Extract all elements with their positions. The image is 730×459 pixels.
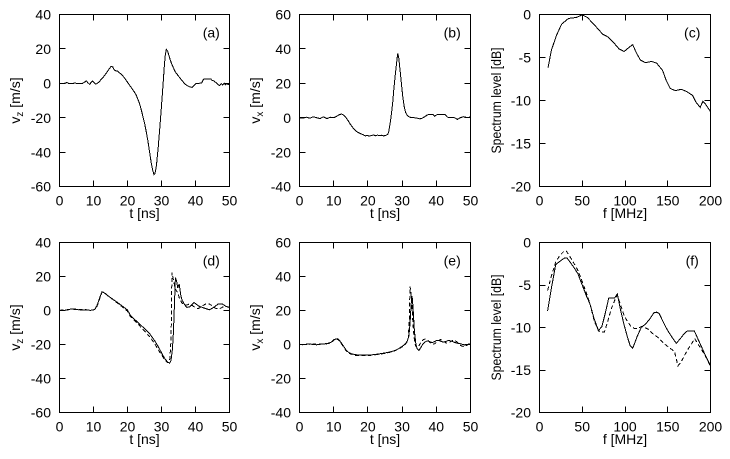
svg-text:(b): (b) — [444, 25, 461, 41]
svg-text:-40: -40 — [271, 405, 291, 421]
svg-text:0: 0 — [43, 303, 51, 319]
svg-text:50: 50 — [222, 193, 238, 209]
svg-text:-60: -60 — [31, 179, 51, 195]
svg-text:50: 50 — [574, 419, 590, 435]
svg-text:-10: -10 — [511, 320, 531, 336]
svg-text:t [ns]: t [ns] — [370, 431, 400, 447]
svg-text:40: 40 — [275, 41, 291, 57]
svg-text:60: 60 — [275, 7, 291, 23]
svg-text:10: 10 — [86, 193, 102, 209]
svg-text:30: 30 — [394, 419, 410, 435]
svg-text:-20: -20 — [511, 179, 531, 195]
svg-text:50: 50 — [574, 193, 590, 209]
svg-text:f [MHz]: f [MHz] — [603, 431, 647, 447]
svg-text:30: 30 — [394, 193, 410, 209]
svg-text:Spectrum level [dB]: Spectrum level [dB] — [488, 48, 504, 154]
svg-text:vz [m/s]: vz [m/s] — [7, 77, 26, 123]
svg-text:-5: -5 — [519, 277, 532, 293]
svg-text:t [ns]: t [ns] — [370, 205, 400, 221]
svg-text:t [ns]: t [ns] — [129, 431, 159, 447]
svg-text:50: 50 — [463, 193, 479, 209]
svg-text:40: 40 — [35, 235, 51, 251]
svg-text:0: 0 — [296, 193, 304, 209]
svg-text:(c): (c) — [684, 25, 700, 41]
svg-text:0: 0 — [56, 419, 64, 435]
svg-text:40: 40 — [188, 419, 204, 435]
svg-text:60: 60 — [275, 235, 291, 251]
svg-text:0: 0 — [536, 419, 544, 435]
svg-text:20: 20 — [120, 419, 136, 435]
svg-text:0: 0 — [523, 7, 531, 23]
svg-text:Spectrum level [dB]: Spectrum level [dB] — [488, 275, 504, 381]
svg-text:40: 40 — [35, 7, 51, 23]
svg-text:20: 20 — [120, 193, 136, 209]
svg-text:10: 10 — [326, 419, 342, 435]
svg-text:10: 10 — [86, 419, 102, 435]
svg-text:200: 200 — [699, 419, 723, 435]
svg-text:40: 40 — [429, 419, 445, 435]
svg-text:0: 0 — [536, 193, 544, 209]
svg-text:-40: -40 — [271, 179, 291, 195]
svg-text:20: 20 — [35, 41, 51, 57]
svg-text:-20: -20 — [31, 110, 51, 126]
svg-text:f [MHz]: f [MHz] — [603, 205, 647, 221]
svg-text:150: 150 — [656, 419, 680, 435]
svg-text:30: 30 — [154, 419, 170, 435]
svg-text:(e): (e) — [444, 253, 461, 269]
svg-text:100: 100 — [613, 193, 637, 209]
svg-text:(f): (f) — [686, 253, 699, 269]
svg-text:-20: -20 — [271, 371, 291, 387]
svg-text:20: 20 — [275, 303, 291, 319]
svg-text:0: 0 — [283, 110, 291, 126]
svg-text:-15: -15 — [511, 136, 531, 152]
svg-text:-5: -5 — [519, 50, 532, 66]
svg-text:vx [m/s]: vx [m/s] — [247, 77, 266, 123]
svg-text:0: 0 — [283, 337, 291, 353]
svg-text:40: 40 — [275, 269, 291, 285]
svg-text:20: 20 — [360, 193, 376, 209]
svg-text:vz [m/s]: vz [m/s] — [7, 304, 26, 350]
svg-text:200: 200 — [699, 193, 723, 209]
svg-text:20: 20 — [360, 419, 376, 435]
svg-text:150: 150 — [656, 193, 680, 209]
svg-text:20: 20 — [275, 76, 291, 92]
svg-text:t [ns]: t [ns] — [129, 205, 159, 221]
svg-text:40: 40 — [188, 193, 204, 209]
svg-text:-15: -15 — [511, 362, 531, 378]
svg-text:(a): (a) — [203, 25, 220, 41]
svg-text:10: 10 — [326, 193, 342, 209]
svg-text:0: 0 — [296, 419, 304, 435]
svg-text:-20: -20 — [271, 144, 291, 160]
svg-text:30: 30 — [154, 193, 170, 209]
svg-text:0: 0 — [56, 193, 64, 209]
svg-text:0: 0 — [523, 235, 531, 251]
svg-text:-40: -40 — [31, 371, 51, 387]
svg-text:20: 20 — [35, 269, 51, 285]
svg-text:(d): (d) — [203, 253, 220, 269]
svg-text:-20: -20 — [31, 337, 51, 353]
svg-text:0: 0 — [43, 76, 51, 92]
svg-text:100: 100 — [613, 419, 637, 435]
svg-text:-60: -60 — [31, 405, 51, 421]
svg-text:-10: -10 — [511, 93, 531, 109]
svg-text:-20: -20 — [511, 405, 531, 421]
svg-text:50: 50 — [222, 419, 238, 435]
svg-text:50: 50 — [463, 419, 479, 435]
svg-text:40: 40 — [429, 193, 445, 209]
svg-text:vx [m/s]: vx [m/s] — [247, 304, 266, 350]
svg-text:-40: -40 — [31, 144, 51, 160]
